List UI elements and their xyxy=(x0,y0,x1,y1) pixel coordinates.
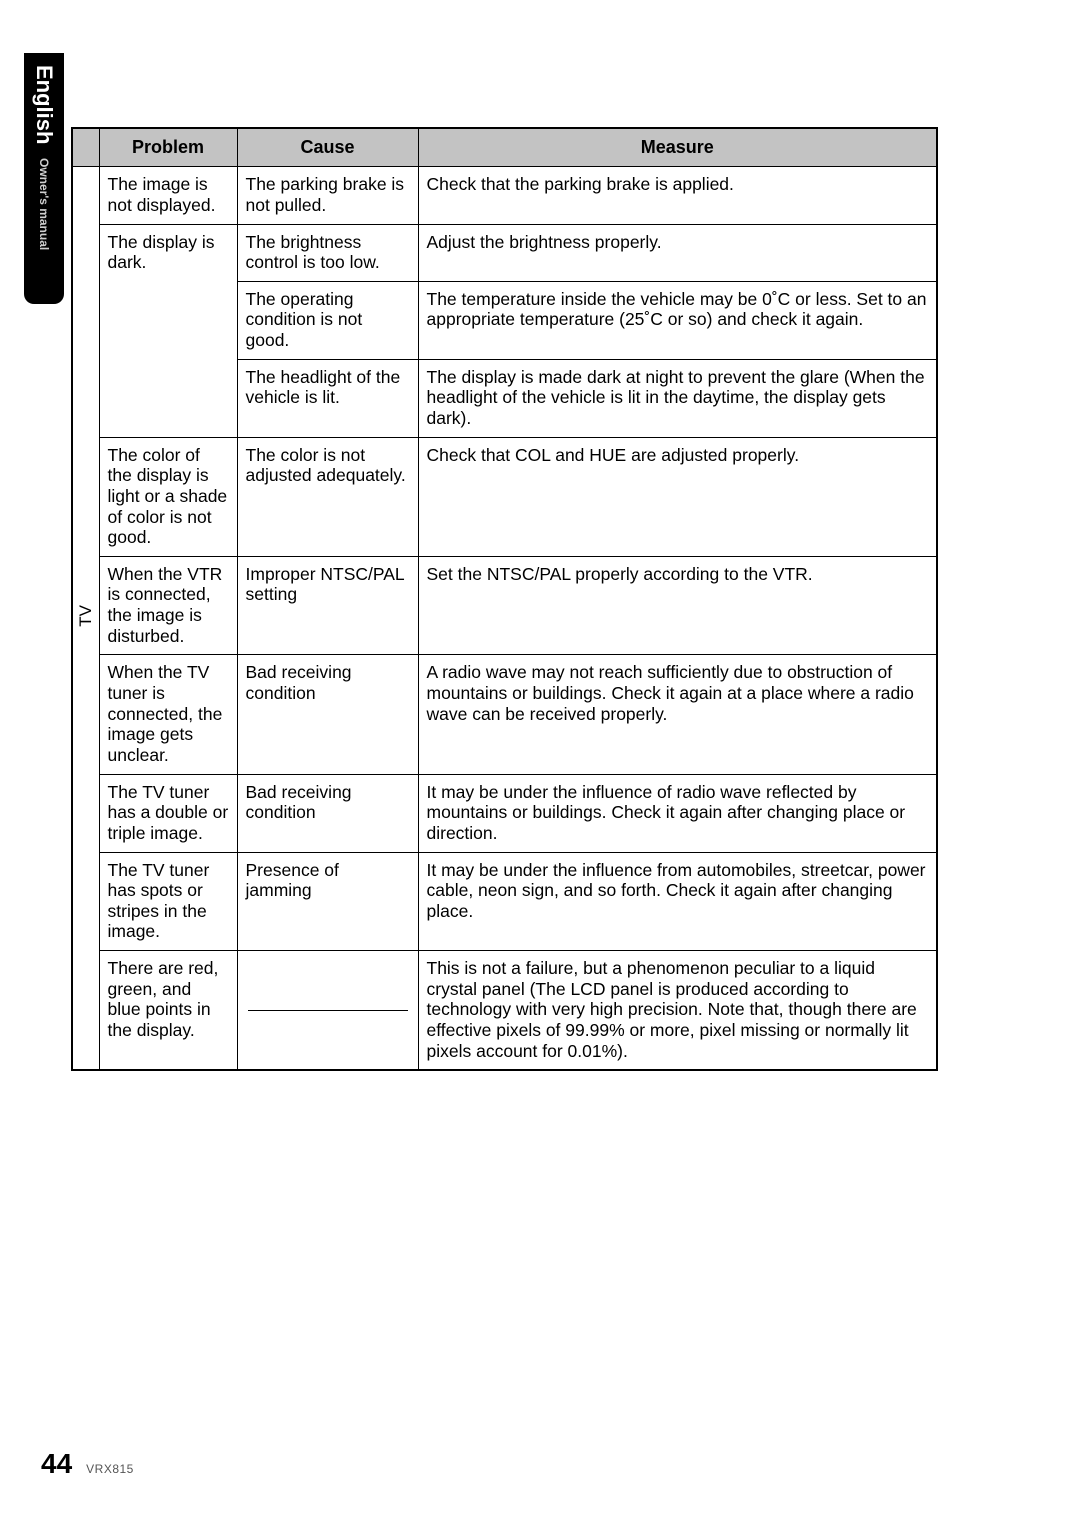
cell-problem: When the TV tuner is connected, the imag… xyxy=(99,655,237,774)
header-measure: Measure xyxy=(418,128,937,167)
cell-measure: It may be under the influence of radio w… xyxy=(418,774,937,852)
cell-measure: It may be under the influence from autom… xyxy=(418,852,937,951)
cell-cause: Bad receiving condition xyxy=(237,774,418,852)
cell-measure: Check that the parking brake is applied. xyxy=(418,167,937,224)
cell-measure: Set the NTSC/PAL properly according to t… xyxy=(418,556,937,655)
cell-measure: The temperature inside the vehicle may b… xyxy=(418,281,937,359)
table-row: When the VTR is connected, the image is … xyxy=(72,556,937,655)
cell-problem: The TV tuner has a double or triple imag… xyxy=(99,774,237,852)
cell-problem: The image is not displayed. xyxy=(99,167,237,224)
table-row: TV The image is not displayed. The parki… xyxy=(72,167,937,224)
dash-icon xyxy=(248,1010,408,1011)
cell-cause: Presence of jamming xyxy=(237,852,418,951)
cell-cause: The brightness control is too low. xyxy=(237,224,418,281)
page-footer: 44 VRX815 xyxy=(41,1448,134,1480)
page-number: 44 xyxy=(41,1448,72,1480)
cell-cause: Bad receiving condition xyxy=(237,655,418,774)
header-problem: Problem xyxy=(99,128,237,167)
cell-problem: There are red, green, and blue points in… xyxy=(99,951,237,1071)
cell-cause: The parking brake is not pulled. xyxy=(237,167,418,224)
table-row: The TV tuner has a double or triple imag… xyxy=(72,774,937,852)
table-row: When the TV tuner is connected, the imag… xyxy=(72,655,937,774)
cell-problem: The TV tuner has spots or stripes in the… xyxy=(99,852,237,951)
cell-measure: The display is made dark at night to pre… xyxy=(418,359,937,437)
model-code: VRX815 xyxy=(86,1462,134,1476)
side-language: English xyxy=(31,65,57,144)
cell-problem: The color of the display is light or a s… xyxy=(99,437,237,556)
table-row: The display is dark. The brightness cont… xyxy=(72,224,937,281)
table-header-row: Problem Cause Measure xyxy=(72,128,937,167)
troubleshooting-table: Problem Cause Measure TV The image is no… xyxy=(71,127,938,1071)
table-row: The TV tuner has spots or stripes in the… xyxy=(72,852,937,951)
side-tab: English Owner's manual xyxy=(24,53,64,304)
manual-page: English Owner's manual Problem Cause Mea… xyxy=(0,0,1080,1529)
cell-cause-dash xyxy=(237,951,418,1071)
category-cell: TV xyxy=(72,167,99,1071)
cell-cause: The operating condition is not good. xyxy=(237,281,418,359)
cell-problem: The display is dark. xyxy=(99,224,237,437)
cell-cause: The headlight of the vehicle is lit. xyxy=(237,359,418,437)
header-category-blank xyxy=(72,128,99,167)
header-cause: Cause xyxy=(237,128,418,167)
table-row: The color of the display is light or a s… xyxy=(72,437,937,556)
side-subtitle: Owner's manual xyxy=(37,158,51,250)
cell-measure: A radio wave may not reach sufficiently … xyxy=(418,655,937,774)
cell-cause: Improper NTSC/PAL setting xyxy=(237,556,418,655)
category-label: TV xyxy=(76,605,96,627)
cell-problem: When the VTR is connected, the image is … xyxy=(99,556,237,655)
table-row: There are red, green, and blue points in… xyxy=(72,951,937,1071)
cell-measure: Adjust the brightness properly. xyxy=(418,224,937,281)
cell-cause: The color is not adjusted adequately. xyxy=(237,437,418,556)
cell-measure: This is not a failure, but a phenomenon … xyxy=(418,951,937,1071)
cell-measure: Check that COL and HUE are adjusted prop… xyxy=(418,437,937,556)
troubleshooting-table-wrap: Problem Cause Measure TV The image is no… xyxy=(71,127,938,1071)
